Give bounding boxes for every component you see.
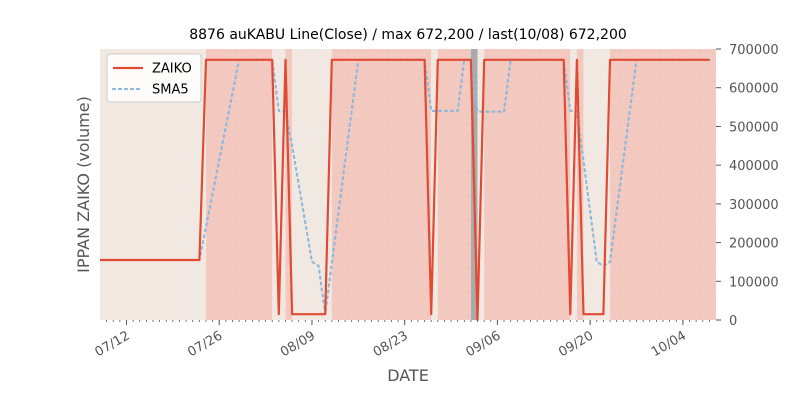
series-line-zaiko — [100, 58, 710, 322]
legend: ZAIKO SMA5 — [106, 53, 202, 103]
legend-label-zaiko: ZAIKO — [152, 62, 192, 77]
y-tick-label: 300000 — [729, 198, 779, 213]
x-tick-label: 07/12 — [93, 328, 133, 360]
series-lines — [100, 58, 711, 322]
band-beige — [272, 49, 286, 320]
band-beige — [583, 49, 611, 320]
y-tick-label: 600000 — [729, 82, 779, 97]
y-tick-label: 100000 — [729, 275, 779, 290]
y-tick-label: 0 — [729, 314, 737, 329]
x-tick-label: 09/06 — [463, 328, 503, 360]
band-red — [437, 49, 471, 320]
x-axis-label: DATE — [387, 366, 429, 385]
band-red — [610, 49, 716, 320]
x-tick-label: 07/26 — [185, 328, 225, 360]
x-tick-label: 08/23 — [371, 328, 411, 360]
y-tick-label: 500000 — [729, 120, 779, 135]
y-tick-label: 400000 — [729, 159, 779, 174]
chart-title: 8876 auKABU Line(Close) / max 672,200 / … — [189, 27, 627, 43]
legend-label-sma5: SMA5 — [152, 83, 189, 98]
x-tick-label: 08/09 — [278, 328, 318, 360]
y-tick-label: 700000 — [729, 43, 779, 58]
band-red — [331, 49, 432, 320]
band-red — [484, 49, 571, 320]
x-tick-label: 10/04 — [649, 328, 689, 360]
x-tick-label: 09/20 — [556, 328, 596, 360]
legend-box — [106, 53, 202, 103]
y-tick-label: 200000 — [729, 237, 779, 252]
band-red — [205, 49, 273, 320]
series-line-sma5 — [191, 58, 711, 316]
y-axis-label: IPPAN ZAIKO (volume) — [74, 96, 93, 273]
